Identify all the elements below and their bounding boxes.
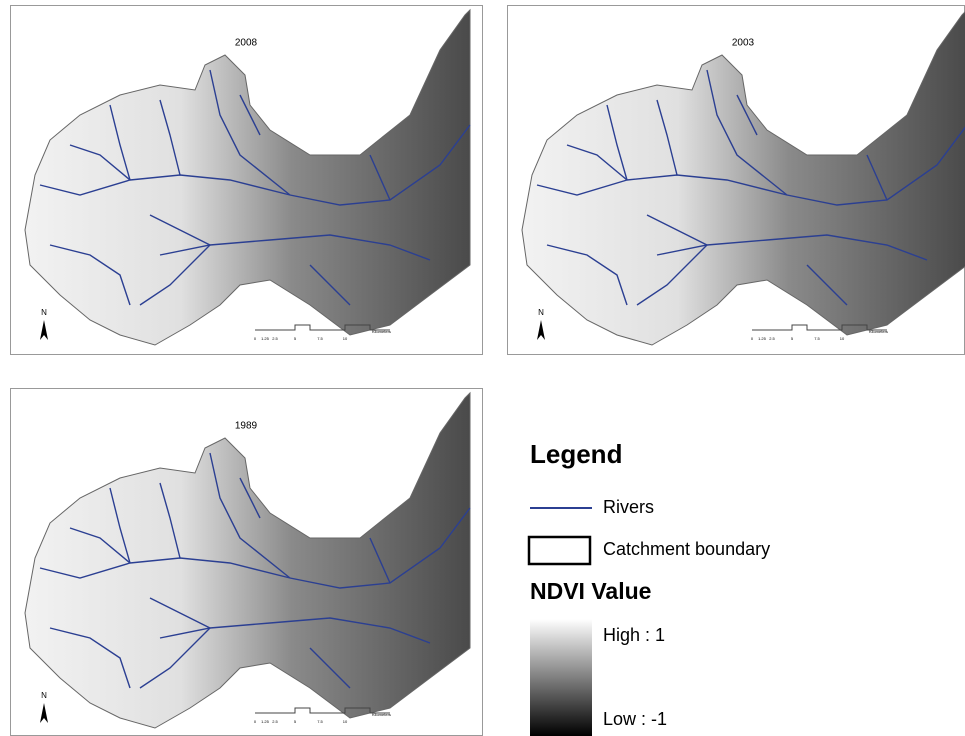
legend-boundary: Catchment boundary bbox=[603, 539, 770, 559]
panel-title: 1989 bbox=[235, 421, 258, 432]
ndvi-low: Low : -1 bbox=[603, 709, 667, 729]
scale-label: 2.5 bbox=[769, 336, 775, 341]
north-label: N bbox=[538, 308, 544, 317]
scale-label: 10 bbox=[343, 719, 348, 724]
north-label: N bbox=[41, 308, 47, 317]
legend-rivers: Rivers bbox=[603, 497, 654, 517]
scale-label: 1.25 bbox=[261, 336, 270, 341]
ndvi-high: High : 1 bbox=[603, 625, 665, 645]
scale-label: 1.25 bbox=[261, 719, 270, 724]
scale-label: 1.25 bbox=[758, 336, 767, 341]
scale-unit: Kilometers bbox=[372, 712, 391, 717]
scale-label: 10 bbox=[840, 336, 845, 341]
scale-unit: Kilometers bbox=[869, 329, 888, 334]
scale-label: 7.5 bbox=[317, 336, 323, 341]
legend-title: Legend bbox=[530, 439, 622, 469]
panel-title: 2008 bbox=[235, 38, 258, 49]
legend: Legend Rivers Catchment boundary NDVI Va… bbox=[529, 439, 770, 736]
panel-title: 2003 bbox=[732, 38, 755, 49]
boundary-swatch bbox=[529, 537, 590, 564]
scale-label: 7.5 bbox=[814, 336, 820, 341]
scale-unit: Kilometers bbox=[372, 329, 391, 334]
ndvi-ramp bbox=[530, 619, 592, 736]
scale-label: 2.5 bbox=[272, 336, 278, 341]
north-label: N bbox=[41, 691, 47, 700]
scale-label: 7.5 bbox=[317, 719, 323, 724]
scale-label: 2.5 bbox=[272, 719, 278, 724]
scale-label: 10 bbox=[343, 336, 348, 341]
ndvi-title: NDVI Value bbox=[530, 578, 651, 604]
figure: 2008N01.252.557.510Kilometers2003N01.252… bbox=[0, 0, 965, 736]
